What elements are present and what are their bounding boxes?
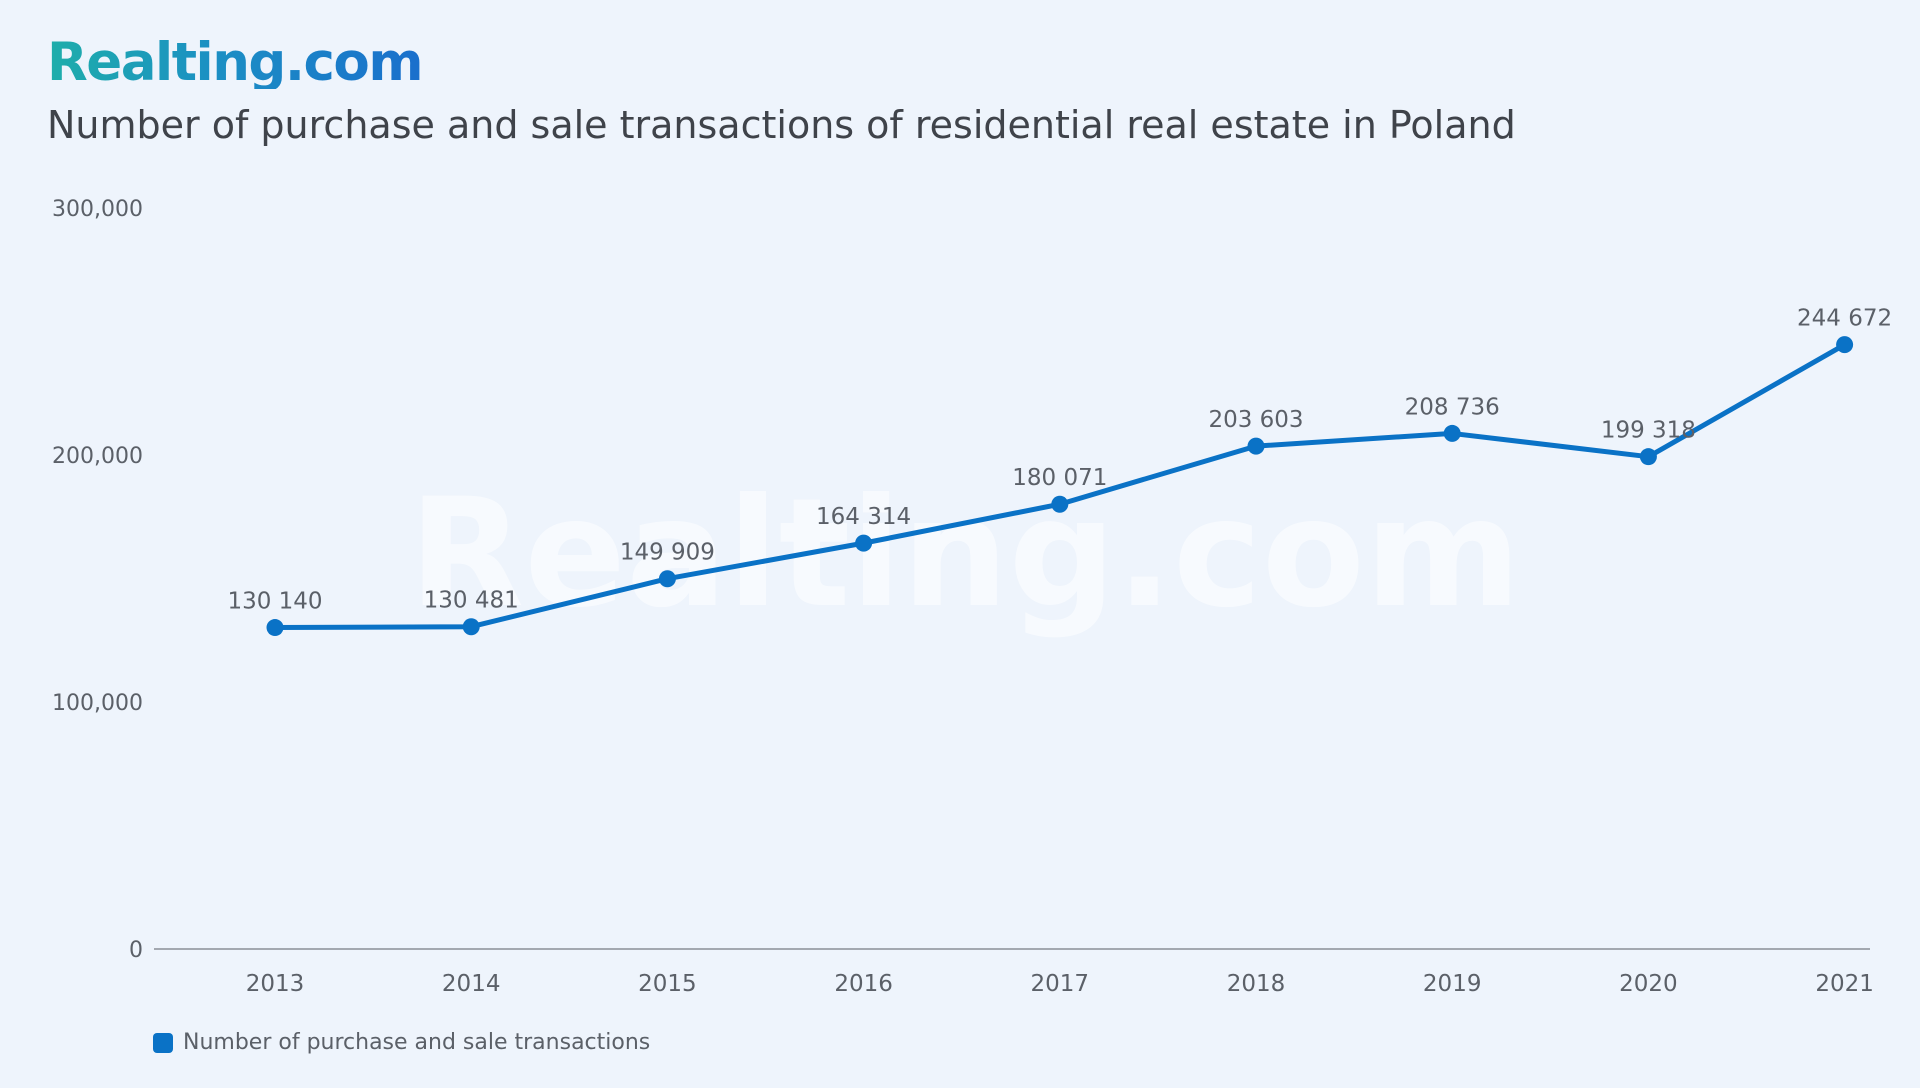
data-point — [266, 619, 284, 637]
y-tick-label: 100,000 — [52, 691, 143, 716]
legend-swatch — [153, 1032, 173, 1053]
x-tick-label: 2014 — [442, 971, 501, 997]
x-tick-label: 2018 — [1227, 971, 1286, 997]
data-point — [1836, 336, 1854, 354]
data-label: 149 909 — [620, 540, 715, 566]
watermark: Realting.com — [409, 467, 1521, 641]
data-label: 244 672 — [1797, 306, 1892, 332]
data-label: 199 318 — [1601, 418, 1696, 444]
y-tick-label: 200,000 — [52, 444, 143, 469]
data-label: 208 736 — [1405, 394, 1500, 420]
data-label: 130 140 — [227, 589, 322, 615]
x-tick-label: 2016 — [834, 971, 893, 997]
data-point — [855, 534, 873, 552]
x-tick-label: 2013 — [246, 971, 305, 997]
data-point — [462, 618, 480, 636]
data-point — [1247, 437, 1265, 455]
data-label: 130 481 — [424, 588, 519, 614]
y-tick-label: 0 — [129, 938, 143, 963]
data-point — [1051, 495, 1069, 513]
brand-logo: Realting.com — [47, 32, 424, 93]
data-point — [658, 570, 676, 588]
data-point — [1639, 448, 1657, 466]
x-tick-label: 2017 — [1031, 971, 1090, 997]
data-label: 164 314 — [816, 504, 911, 530]
legend-label: Number of purchase and sale transactions — [183, 1030, 651, 1055]
chart-title: Number of purchase and sale transactions… — [47, 103, 1516, 147]
data-point — [1443, 424, 1461, 442]
data-label: 203 603 — [1208, 407, 1303, 433]
x-tick-label: 2021 — [1815, 971, 1874, 997]
x-tick-label: 2019 — [1423, 971, 1482, 997]
y-tick-label: 300,000 — [52, 197, 143, 222]
x-tick-label: 2020 — [1619, 971, 1678, 997]
x-tick-label: 2015 — [638, 971, 697, 997]
data-label: 180 071 — [1012, 465, 1107, 491]
legend: Number of purchase and sale transactions — [153, 1030, 650, 1055]
